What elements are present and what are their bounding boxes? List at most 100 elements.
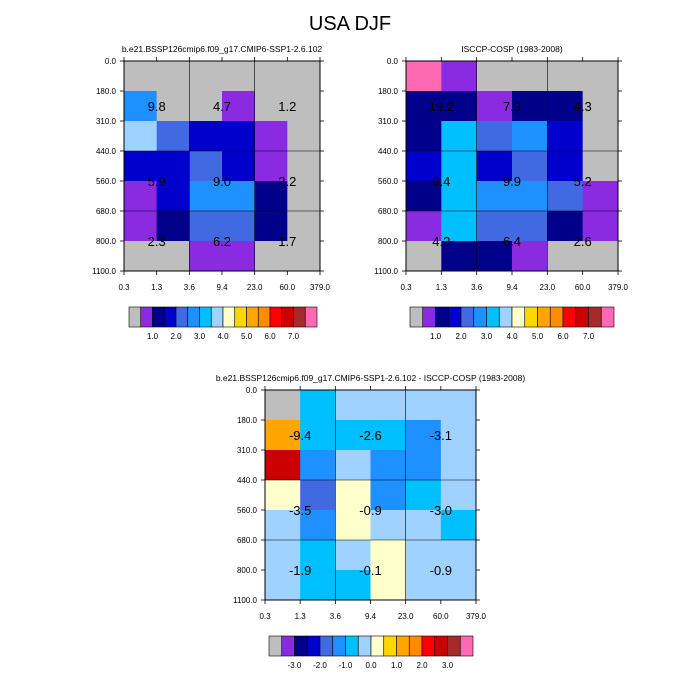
colorbar-swatch (408, 635, 423, 657)
colorbar-swatch (319, 635, 334, 657)
heatmap-cell (441, 241, 478, 272)
colorbar-label: 7.0 (583, 332, 595, 341)
heatmap-cell (254, 241, 288, 272)
heatmap-cell (189, 61, 223, 92)
heatmap-cell (441, 61, 478, 92)
colorbar-label: 7.0 (288, 332, 300, 341)
heatmap-cell (582, 181, 619, 212)
heatmap-cell (335, 510, 371, 541)
heatmap-cell (265, 510, 301, 541)
heatmap-cell (370, 510, 407, 541)
colorbar-swatch (332, 635, 346, 657)
heatmap-cell (582, 61, 619, 92)
heatmap-cell (440, 480, 477, 511)
colorbar-swatch (422, 306, 436, 328)
heatmap-cell (265, 390, 301, 421)
y-tick-label: 560.0 (96, 177, 117, 186)
heatmap-cell (440, 420, 477, 451)
heatmap-cell (370, 450, 407, 481)
heatmap-cell (287, 241, 321, 272)
heatmap-cell (189, 121, 223, 152)
colorbar-swatch (575, 306, 589, 328)
colorbar-label: 2.0 (170, 332, 182, 341)
colorbar-swatch (163, 306, 177, 328)
colorbar-label: 3.0 (194, 332, 206, 341)
y-tick-label: 800.0 (237, 566, 258, 575)
colorbar-swatch (234, 306, 247, 328)
heatmap-cell (441, 121, 478, 152)
colorbar-swatch (152, 306, 165, 328)
y-tick-label: 180.0 (96, 87, 117, 96)
colorbar-swatch (281, 306, 294, 328)
colorbar-swatch (357, 635, 372, 657)
heatmap-cell (287, 91, 321, 122)
heatmap-cell (189, 151, 223, 182)
heatmap-cell (512, 211, 548, 242)
heatmap-cell (124, 121, 158, 152)
heatmap-cell (406, 121, 442, 152)
y-tick-label: 0.0 (105, 57, 117, 66)
colorbar-swatch (459, 635, 474, 657)
heatmap-cell (156, 151, 190, 182)
heatmap-cell (287, 181, 321, 212)
x-tick-label: 9.4 (506, 283, 518, 292)
heatmap-cell (512, 241, 548, 272)
heatmap-cell (124, 181, 158, 212)
cell-value-label: 6.4 (503, 234, 521, 249)
y-tick-label: 0.0 (387, 57, 399, 66)
heatmap-cell (222, 241, 256, 272)
heatmap-cell (582, 241, 619, 272)
heatmap-cell (512, 91, 548, 122)
heatmap-cell (440, 540, 477, 571)
heatmap-cell (335, 420, 371, 451)
y-tick-label: 310.0 (96, 117, 117, 126)
colorbar-swatch (222, 306, 236, 328)
y-tick-label: 560.0 (378, 177, 399, 186)
colorbar-swatch (281, 635, 295, 657)
heatmap-cell (124, 151, 158, 182)
x-tick-label: 9.4 (365, 612, 377, 621)
cell-value-label: 2.6 (574, 234, 592, 249)
heatmap-cell (547, 91, 584, 122)
heatmap-cell (222, 91, 256, 122)
colorbar-swatch (269, 306, 283, 328)
heatmap-cell (222, 121, 256, 152)
heatmap-cell (222, 181, 256, 212)
heatmap-cell (476, 121, 513, 152)
panel-title: b.e21.BSSP126cmip6.f09_g17.CMIP6-SSP1-2.… (216, 373, 525, 383)
heatmap-cell (124, 241, 158, 272)
colorbar-swatch (345, 635, 359, 657)
panel-title: b.e21.BSSP126cmip6.f09_g17.CMIP6-SSP1-2.… (122, 44, 323, 54)
colorbar-swatch (549, 306, 564, 328)
heatmap-cell (547, 121, 584, 152)
x-tick-label: 3.6 (471, 283, 483, 292)
colorbar-swatch (293, 306, 306, 328)
heatmap-cell (300, 540, 336, 571)
heatmap-cell (440, 450, 477, 481)
heatmap-cell (476, 241, 513, 272)
cell-value-label: 1.2 (278, 99, 296, 114)
y-tick-label: 800.0 (378, 237, 399, 246)
heatmap-cell (254, 121, 288, 152)
heatmap-cell (512, 181, 548, 212)
y-tick-label: 440.0 (96, 147, 117, 156)
heatmap-cell (189, 91, 223, 122)
heatmap-cell (547, 61, 584, 92)
y-tick-label: 0.0 (246, 386, 258, 395)
colorbar-label: 6.0 (557, 332, 569, 341)
heatmap-cell (406, 181, 442, 212)
colorbar-swatch (383, 635, 397, 657)
colorbar-label: 3.0 (442, 661, 454, 670)
heatmap-cell (405, 540, 442, 571)
heatmap-cell (582, 121, 619, 152)
heatmap-cell (547, 151, 584, 182)
x-tick-label: 60.0 (433, 612, 449, 621)
cell-value-label: 4.3 (574, 99, 592, 114)
heatmap-cell (156, 181, 190, 212)
colorbar-swatch (511, 306, 526, 328)
colorbar-label: 2.0 (416, 661, 428, 670)
heatmap-cell (189, 181, 223, 212)
x-tick-label: 0.3 (259, 612, 271, 621)
heatmap-cell (287, 121, 321, 152)
